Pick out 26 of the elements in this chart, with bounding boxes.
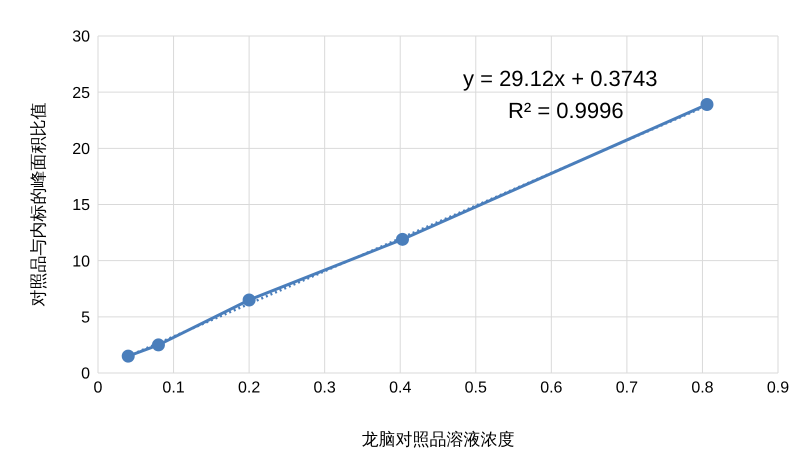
y-axis-title: 对照品与内标的峰面积比值 (29, 102, 48, 306)
point (700, 98, 714, 112)
x-tick-label: 0.5 (464, 379, 487, 396)
x-tick-label: 0.3 (314, 379, 336, 396)
x-tick-label: 0.9 (766, 379, 790, 396)
x-axis-title: 龙脑对照品溶液浓度 (362, 430, 514, 449)
annotation: R² = 0.9996 (508, 98, 624, 124)
y-tick-label: 15 (72, 197, 90, 214)
x-tick-label: 0.1 (162, 379, 185, 396)
point (152, 338, 165, 352)
point (242, 293, 256, 306)
annotation: y = 29.12x + 0.3743 (463, 66, 658, 92)
y-tick-label: 10 (72, 253, 90, 270)
y-tick-label: 30 (72, 28, 90, 46)
x-tick-label: 0.6 (540, 379, 563, 396)
x-tick-label: 0.8 (691, 379, 714, 396)
x-tick-label: 0.7 (616, 379, 638, 396)
y-tick-label: 0 (81, 366, 90, 383)
point (396, 232, 409, 246)
x-tick-label: 0.2 (238, 379, 260, 396)
y-tick-label: 20 (72, 141, 90, 158)
y-tick-label: 5 (81, 310, 90, 327)
x-tick-label: 0.4 (389, 379, 412, 396)
x-tick-label: 0 (94, 379, 103, 396)
y-tick-label: 25 (72, 84, 90, 102)
point (122, 350, 135, 363)
